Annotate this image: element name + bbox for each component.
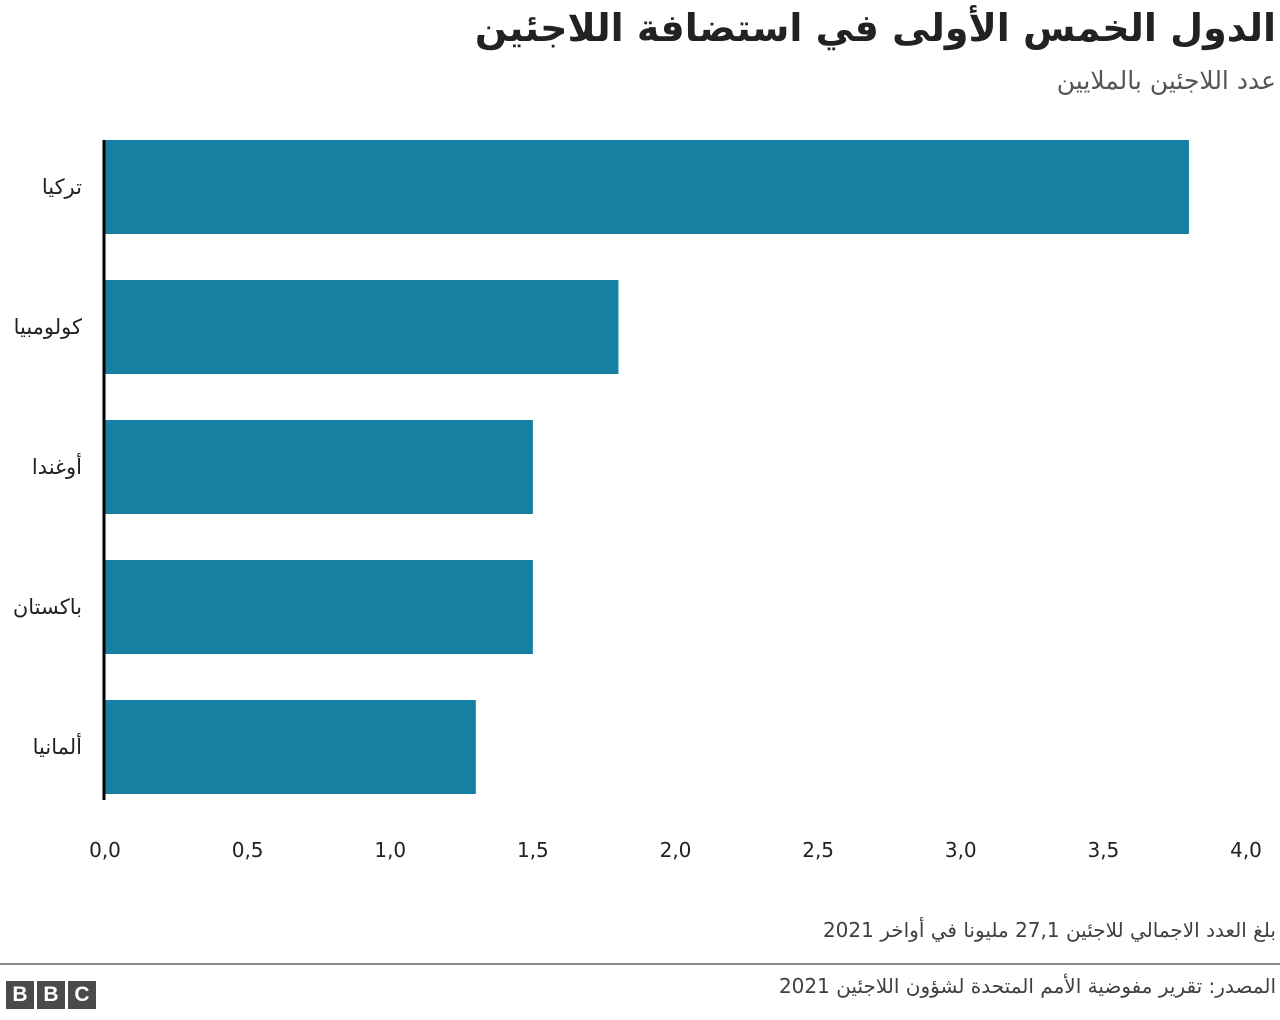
x-tick-label: 0,5: [232, 838, 264, 862]
bar: [105, 700, 476, 794]
bbc-logo-block: C: [68, 981, 96, 1009]
category-label: تركيا: [42, 175, 82, 199]
bbc-logo: B B C: [6, 981, 96, 1009]
footer-divider: [0, 963, 1280, 965]
x-tick-label: 3,5: [1087, 838, 1119, 862]
bar: [105, 280, 619, 374]
footnote: بلغ العدد الاجمالي للاجئين 27,1 مليونا ف…: [822, 918, 1276, 942]
x-tick-label: 1,5: [517, 838, 549, 862]
source-note: المصدر: تقرير مفوضية الأمم المتحدة لشؤون…: [778, 974, 1276, 998]
bar: [105, 140, 1189, 234]
bar: [105, 560, 533, 654]
bar: [105, 420, 533, 514]
category-label: ألمانيا: [33, 733, 82, 759]
chart-subtitle: عدد اللاجئين بالملايين: [1056, 66, 1276, 95]
x-tick-label: 4,0: [1230, 838, 1262, 862]
category-label: كولومبيا: [14, 315, 82, 339]
category-label: أوغندا: [32, 453, 82, 479]
chart-title: الدول الخمس الأولى في استضافة اللاجئين: [474, 6, 1276, 50]
category-labels-group: تركيا كولومبيا أوغندا باكستان ألمانيا: [13, 175, 82, 759]
bars-group: [105, 140, 1189, 794]
bbc-logo-block: B: [6, 981, 34, 1009]
category-label: باكستان: [13, 595, 82, 619]
x-tick-labels-group: 0,0 0,5 1,0 1,5 2,0 2,5 3,0 3,5 4,0: [89, 838, 1262, 862]
x-tick-label: 0,0: [89, 838, 121, 862]
x-tick-label: 1,0: [374, 838, 406, 862]
x-tick-label: 3,0: [945, 838, 977, 862]
bar-chart: تركيا كولومبيا أوغندا باكستان ألمانيا 0,0 0,5…: [13, 140, 1262, 862]
x-tick-label: 2,0: [660, 838, 692, 862]
x-tick-label: 2,5: [802, 838, 834, 862]
bbc-logo-block: B: [37, 981, 65, 1009]
